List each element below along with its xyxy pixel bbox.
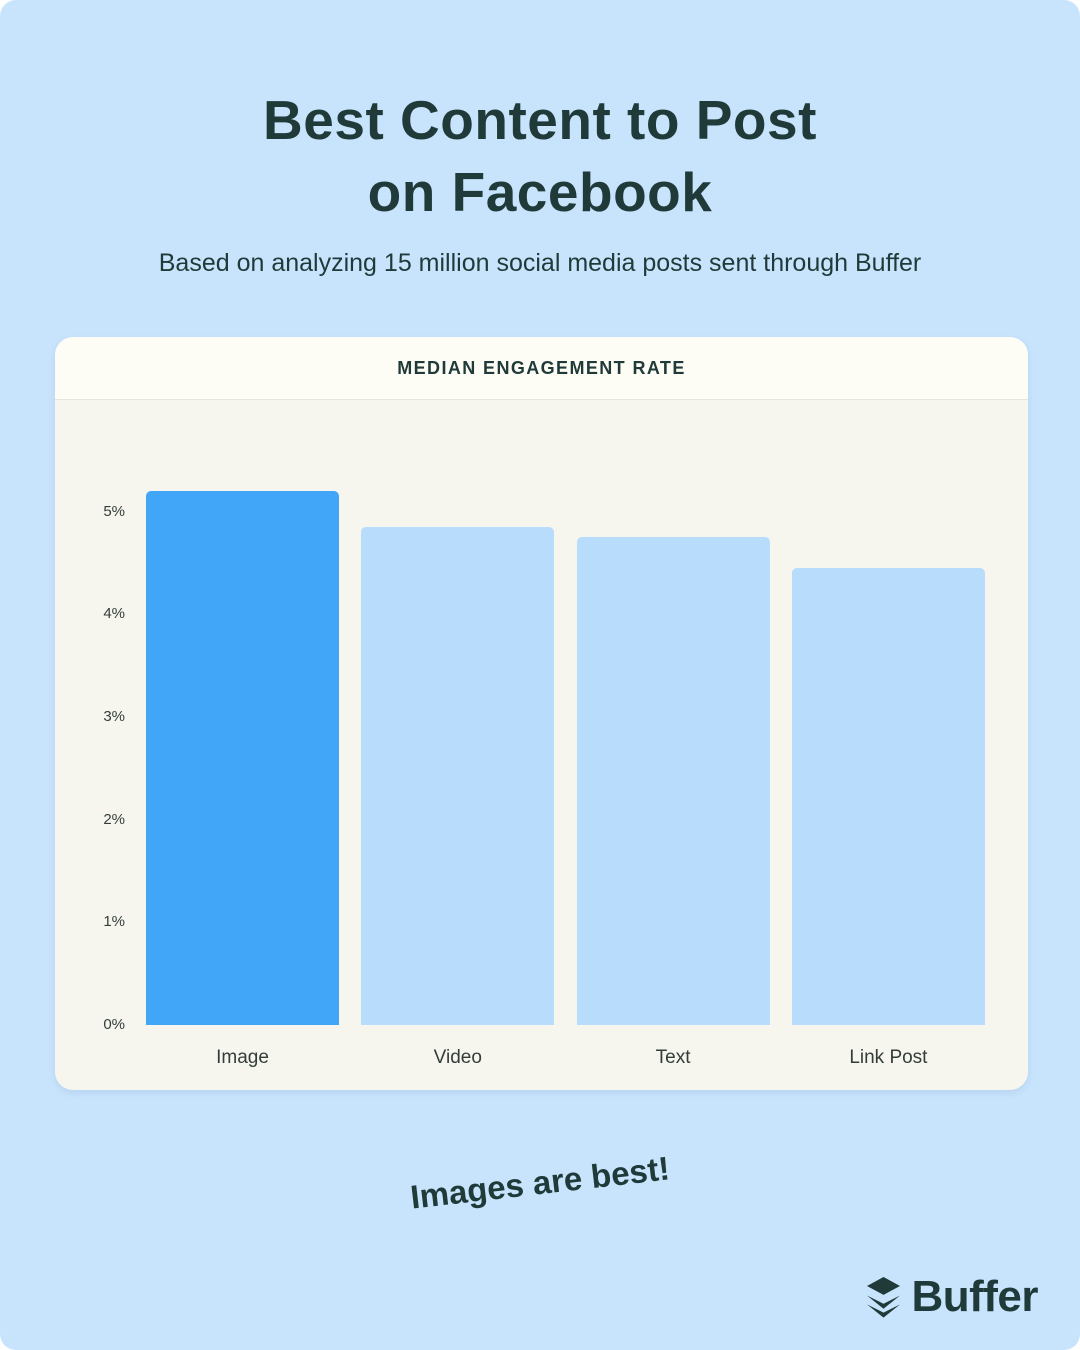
- y-axis-tick-label: 0%: [103, 1016, 125, 1033]
- y-axis-tick-label: 1%: [103, 913, 125, 931]
- bar-link-post: [791, 567, 985, 1025]
- x-axis-category-label: Link Post: [849, 1047, 928, 1068]
- x-axis-category-label: Image: [216, 1047, 269, 1068]
- chart-title: MEDIAN ENGAGEMENT RATE: [397, 357, 686, 378]
- chart-card: MEDIAN ENGAGEMENT RATE 5% 4% 3% 2% 1% 0% Image…: [55, 337, 1028, 1090]
- page-subtitle: Based on analyzing 15 million social med…: [158, 249, 922, 277]
- bar-image: [146, 490, 339, 1025]
- page-title: Best Content to Post on Facebook: [0, 84, 1080, 228]
- annotation-note: Images are best!: [408, 1149, 672, 1216]
- y-axis-tick-label: 2%: [103, 810, 125, 828]
- y-axis-tick-label: 3%: [103, 707, 125, 725]
- y-axis-tick-label: 5%: [103, 502, 125, 520]
- buffer-wordmark: Buffer: [911, 1272, 1038, 1321]
- buffer-logo: Buffer: [867, 1272, 1038, 1322]
- chart-card-header: MEDIAN ENGAGEMENT RATE: [55, 337, 1028, 400]
- x-axis-category-label: Text: [655, 1047, 691, 1068]
- bar-text: [576, 537, 770, 1025]
- x-axis-category-label: Video: [433, 1047, 482, 1068]
- chart-plot-area: 5% 4% 3% 2% 1% 0% Image Video Text Link Post: [55, 400, 1028, 1090]
- page-title-line1: Best Content to Post: [263, 89, 817, 151]
- bar-video: [361, 526, 555, 1025]
- y-axis-tick-label: 4%: [103, 605, 125, 623]
- page-title-line2: on Facebook: [367, 161, 713, 223]
- buffer-stack-icon: [867, 1276, 901, 1318]
